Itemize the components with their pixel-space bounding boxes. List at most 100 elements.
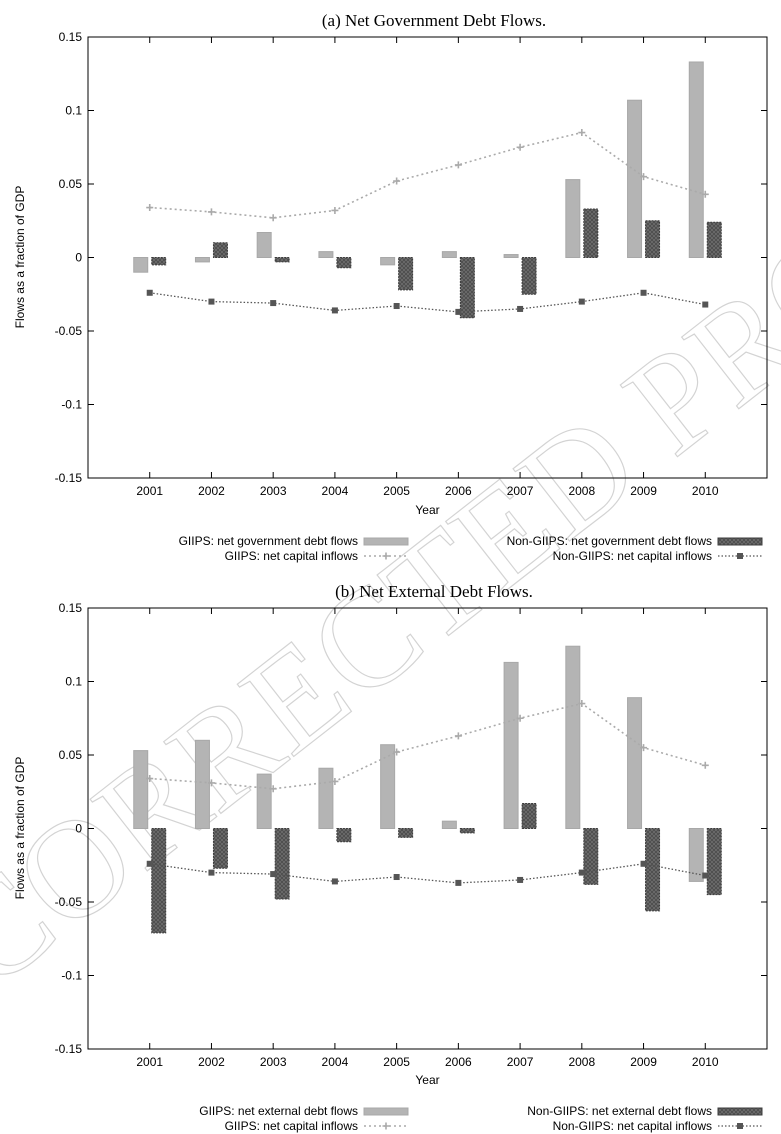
non-giips-line-marker	[270, 300, 277, 307]
x-tick-label: 2010	[692, 484, 719, 498]
non-giips-bar	[336, 257, 352, 269]
y-tick-label: 0	[75, 251, 82, 265]
x-tick-label: 2008	[568, 1055, 595, 1069]
giips-bar	[380, 257, 396, 266]
legend-swatch	[717, 1107, 763, 1116]
non-giips-line-marker	[640, 860, 647, 867]
y-tick-label: -0.1	[61, 969, 82, 983]
non-giips-bar	[521, 803, 537, 830]
non-giips-line-marker	[208, 298, 215, 305]
legend-label: Non-GIIPS: net external debt flows	[527, 1104, 712, 1118]
x-tick-label: 2005	[383, 484, 410, 498]
y-tick-label: 0.15	[59, 30, 83, 44]
giips-line-marker	[146, 775, 154, 783]
non-giips-bar	[398, 257, 414, 291]
giips-line-marker	[578, 129, 586, 137]
giips-line-marker	[701, 761, 709, 769]
giips-line-marker	[640, 173, 648, 181]
non-giips-line-marker	[208, 869, 215, 876]
y-tick-label: -0.15	[55, 1042, 83, 1056]
x-tick-label: 2004	[322, 1055, 349, 1069]
non-giips-bar	[706, 221, 722, 258]
giips-line-marker	[393, 748, 401, 756]
non-giips-bar	[706, 828, 722, 896]
non-giips-bar	[151, 828, 167, 934]
non-giips-bar	[583, 828, 599, 885]
giips-bar	[194, 739, 210, 829]
giips-line-marker	[393, 177, 401, 185]
non-giips-bar	[274, 828, 290, 900]
giips-bar	[503, 661, 519, 830]
non-giips-line-marker	[517, 305, 524, 312]
giips-line-marker	[516, 714, 524, 722]
non-giips-bar	[212, 242, 228, 259]
giips-bar	[627, 697, 643, 829]
x-tick-label: 2007	[507, 484, 534, 498]
y-tick-label: -0.05	[55, 895, 83, 909]
x-tick-label: 2003	[260, 484, 287, 498]
giips-line-marker	[146, 204, 154, 212]
x-tick-label: 2004	[322, 484, 349, 498]
giips-bar	[565, 645, 581, 829]
x-tick-label: 2009	[630, 1055, 657, 1069]
giips-line-marker	[701, 190, 709, 198]
legend-label: Non-GIIPS: net capital inflows	[553, 549, 712, 563]
giips-bar	[441, 251, 457, 258]
non-giips-line-marker	[702, 301, 709, 308]
x-tick-label: 2009	[630, 484, 657, 498]
y-tick-label: 0.15	[59, 601, 83, 615]
y-tick-label: -0.1	[61, 398, 82, 412]
panel-b: (b) Net External Debt Flows. 0.15 0.1 0.05…	[13, 582, 768, 1133]
non-giips-capital-inflows-line	[149, 292, 706, 313]
giips-line-marker	[640, 744, 648, 752]
panel-b-title: (b) Net External Debt Flows.	[335, 582, 533, 601]
giips-line-marker	[331, 777, 339, 785]
x-tick-label: 2001	[136, 1055, 163, 1069]
giips-bar	[441, 820, 457, 830]
giips-line-marker	[269, 214, 277, 222]
non-giips-line-marker	[455, 308, 462, 315]
y-tick-label: 0.1	[65, 675, 82, 689]
giips-bar	[503, 254, 519, 258]
giips-line-marker	[578, 700, 586, 708]
non-giips-bar	[459, 828, 475, 834]
x-tick-label: 2007	[507, 1055, 534, 1069]
giips-line-marker	[454, 732, 462, 740]
non-giips-line-marker	[578, 298, 585, 305]
non-giips-line-marker	[146, 289, 153, 296]
non-giips-line-marker	[702, 872, 709, 879]
non-giips-bar	[583, 208, 599, 259]
non-giips-line-marker	[455, 879, 462, 886]
legend-label: GIIPS: net external debt flows	[199, 1104, 358, 1118]
giips-bar	[318, 767, 334, 829]
non-giips-line-marker	[393, 303, 400, 310]
panel-b-plot: 0.15 0.1 0.05 0 -0.05 -0.1 -0.15 2001 2002 2003 20…	[13, 601, 768, 1133]
legend-swatch	[363, 1107, 409, 1116]
panel-a-title: (a) Net Government Debt Flows.	[322, 11, 546, 30]
non-giips-line-marker	[146, 860, 153, 867]
non-giips-bar	[274, 257, 290, 263]
giips-capital-inflows-line	[149, 702, 706, 790]
x-tick-label: 2002	[198, 1055, 225, 1069]
legend-label: GIIPS: net capital inflows	[225, 1119, 358, 1133]
legend-label: Non-GIIPS: net government debt flows	[507, 534, 712, 548]
giips-line-marker	[331, 206, 339, 214]
non-giips-line-marker	[331, 878, 338, 885]
giips-line-marker	[454, 161, 462, 169]
non-giips-bar	[459, 257, 475, 319]
giips-bar	[688, 828, 704, 882]
non-giips-line-marker	[270, 871, 277, 878]
giips-bar	[380, 744, 396, 830]
x-tick-label: 2003	[260, 1055, 287, 1069]
y-axis-label: Flows as a fraction of GDP	[13, 757, 27, 900]
x-axis-label: Year	[415, 1073, 439, 1087]
x-tick-label: 2005	[383, 1055, 410, 1069]
giips-bar	[133, 750, 149, 830]
y-axis-label: Flows as a fraction of GDP	[13, 186, 27, 329]
watermark-text: UNCORRECTED PROOF	[0, 84, 781, 1134]
non-giips-line-marker	[517, 876, 524, 883]
giips-bar	[688, 61, 704, 258]
non-giips-bar	[151, 257, 167, 266]
